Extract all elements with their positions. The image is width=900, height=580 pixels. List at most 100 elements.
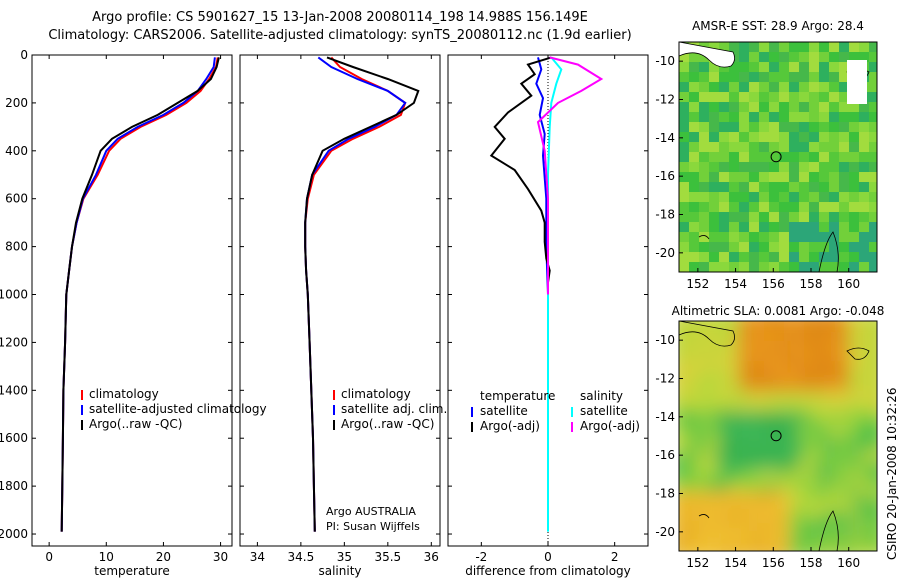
map-cell (719, 122, 730, 133)
map-cell (789, 62, 800, 73)
map-cell (749, 92, 760, 103)
map-cell (849, 202, 860, 213)
map-cell (809, 192, 820, 203)
legend-entry: climatology (89, 387, 159, 401)
series-line-2 (304, 56, 407, 532)
map-cell (829, 351, 840, 362)
legend-entry: satellite-adjusted climatology (89, 402, 267, 416)
map-cell (729, 401, 740, 412)
map-cell (739, 212, 750, 223)
map-cell (839, 521, 850, 532)
map-cell (859, 202, 870, 213)
map-cell (679, 381, 690, 392)
map-cell (879, 32, 890, 43)
map-cell (719, 351, 730, 362)
map-cell (849, 122, 860, 133)
map-cell (799, 361, 810, 372)
legend-entry: climatology (341, 387, 411, 401)
map-cell (779, 541, 790, 551)
y-tick-label: -10 (655, 54, 675, 68)
map-cell (709, 192, 720, 203)
map-cell (699, 252, 710, 263)
map-cell (839, 331, 850, 342)
map-cell (859, 321, 870, 332)
map-cell (819, 511, 830, 522)
map-cell (789, 471, 800, 482)
map-cell (789, 192, 800, 203)
y-tick-label: 0 (20, 48, 28, 62)
map-cell (819, 451, 830, 462)
map-cell (819, 461, 830, 472)
map-cell (679, 421, 690, 432)
map-cell (679, 182, 680, 193)
map-cell (689, 172, 700, 183)
map-cell (849, 531, 860, 542)
x-tick-label: 30 (213, 550, 228, 564)
map-cell (679, 102, 690, 113)
map-cell (709, 162, 720, 173)
map-cell (849, 52, 860, 63)
map-cell (779, 421, 790, 432)
map-cell (869, 441, 877, 452)
map-cell (679, 521, 690, 532)
map-cell (709, 212, 720, 223)
series-line-3 (547, 56, 563, 532)
map-cell (679, 232, 680, 243)
map-cell (729, 511, 740, 522)
map-cell (719, 371, 730, 382)
map-cell (809, 92, 820, 103)
map-cell (749, 42, 760, 53)
map-cell (749, 341, 760, 352)
map-cell (759, 42, 770, 43)
map-cell (859, 182, 870, 193)
map-cell (699, 52, 710, 63)
map-field (679, 32, 890, 272)
map-cell (689, 411, 700, 422)
map-cell (869, 92, 877, 103)
map-cell (769, 481, 780, 492)
map-cell (689, 431, 700, 442)
map-cell (689, 72, 700, 83)
map-cell (789, 391, 800, 402)
map-cell (709, 411, 720, 422)
map-cell (869, 222, 877, 233)
map-cell (729, 82, 740, 93)
map-cell (859, 401, 870, 412)
map-cell (739, 331, 750, 342)
map-cell (679, 341, 690, 352)
map-cell (809, 411, 820, 422)
map-cell (829, 471, 840, 482)
map-cell (699, 82, 710, 93)
map-cell (709, 421, 720, 432)
map-cell (839, 222, 850, 233)
map-cell (829, 102, 840, 113)
map-cell (759, 381, 770, 392)
map-cell (789, 92, 800, 103)
map-cell (859, 341, 870, 352)
map-cell (869, 42, 877, 43)
map-cell (789, 212, 800, 223)
map-cell (739, 431, 750, 442)
map-cell (819, 152, 830, 163)
map-cell (779, 431, 790, 442)
map-cell (679, 401, 690, 412)
x-tick-label: 154 (724, 556, 747, 570)
map-cell (799, 381, 810, 392)
map-cell (849, 411, 860, 422)
map-cell (719, 252, 730, 263)
map-cell (869, 172, 877, 183)
map-cell (829, 62, 840, 73)
map-cell (819, 491, 830, 502)
map-cell (849, 242, 860, 253)
reef-outline (698, 514, 710, 519)
map-cell (719, 162, 730, 173)
reef-outline (698, 235, 710, 240)
map-cell (689, 481, 700, 492)
map-cell (679, 531, 690, 542)
map-cell (819, 122, 830, 133)
map-cell (739, 471, 750, 482)
map-cell (809, 242, 820, 253)
map-cell (769, 451, 780, 462)
map-cell (819, 331, 830, 342)
map-cell (759, 162, 770, 173)
